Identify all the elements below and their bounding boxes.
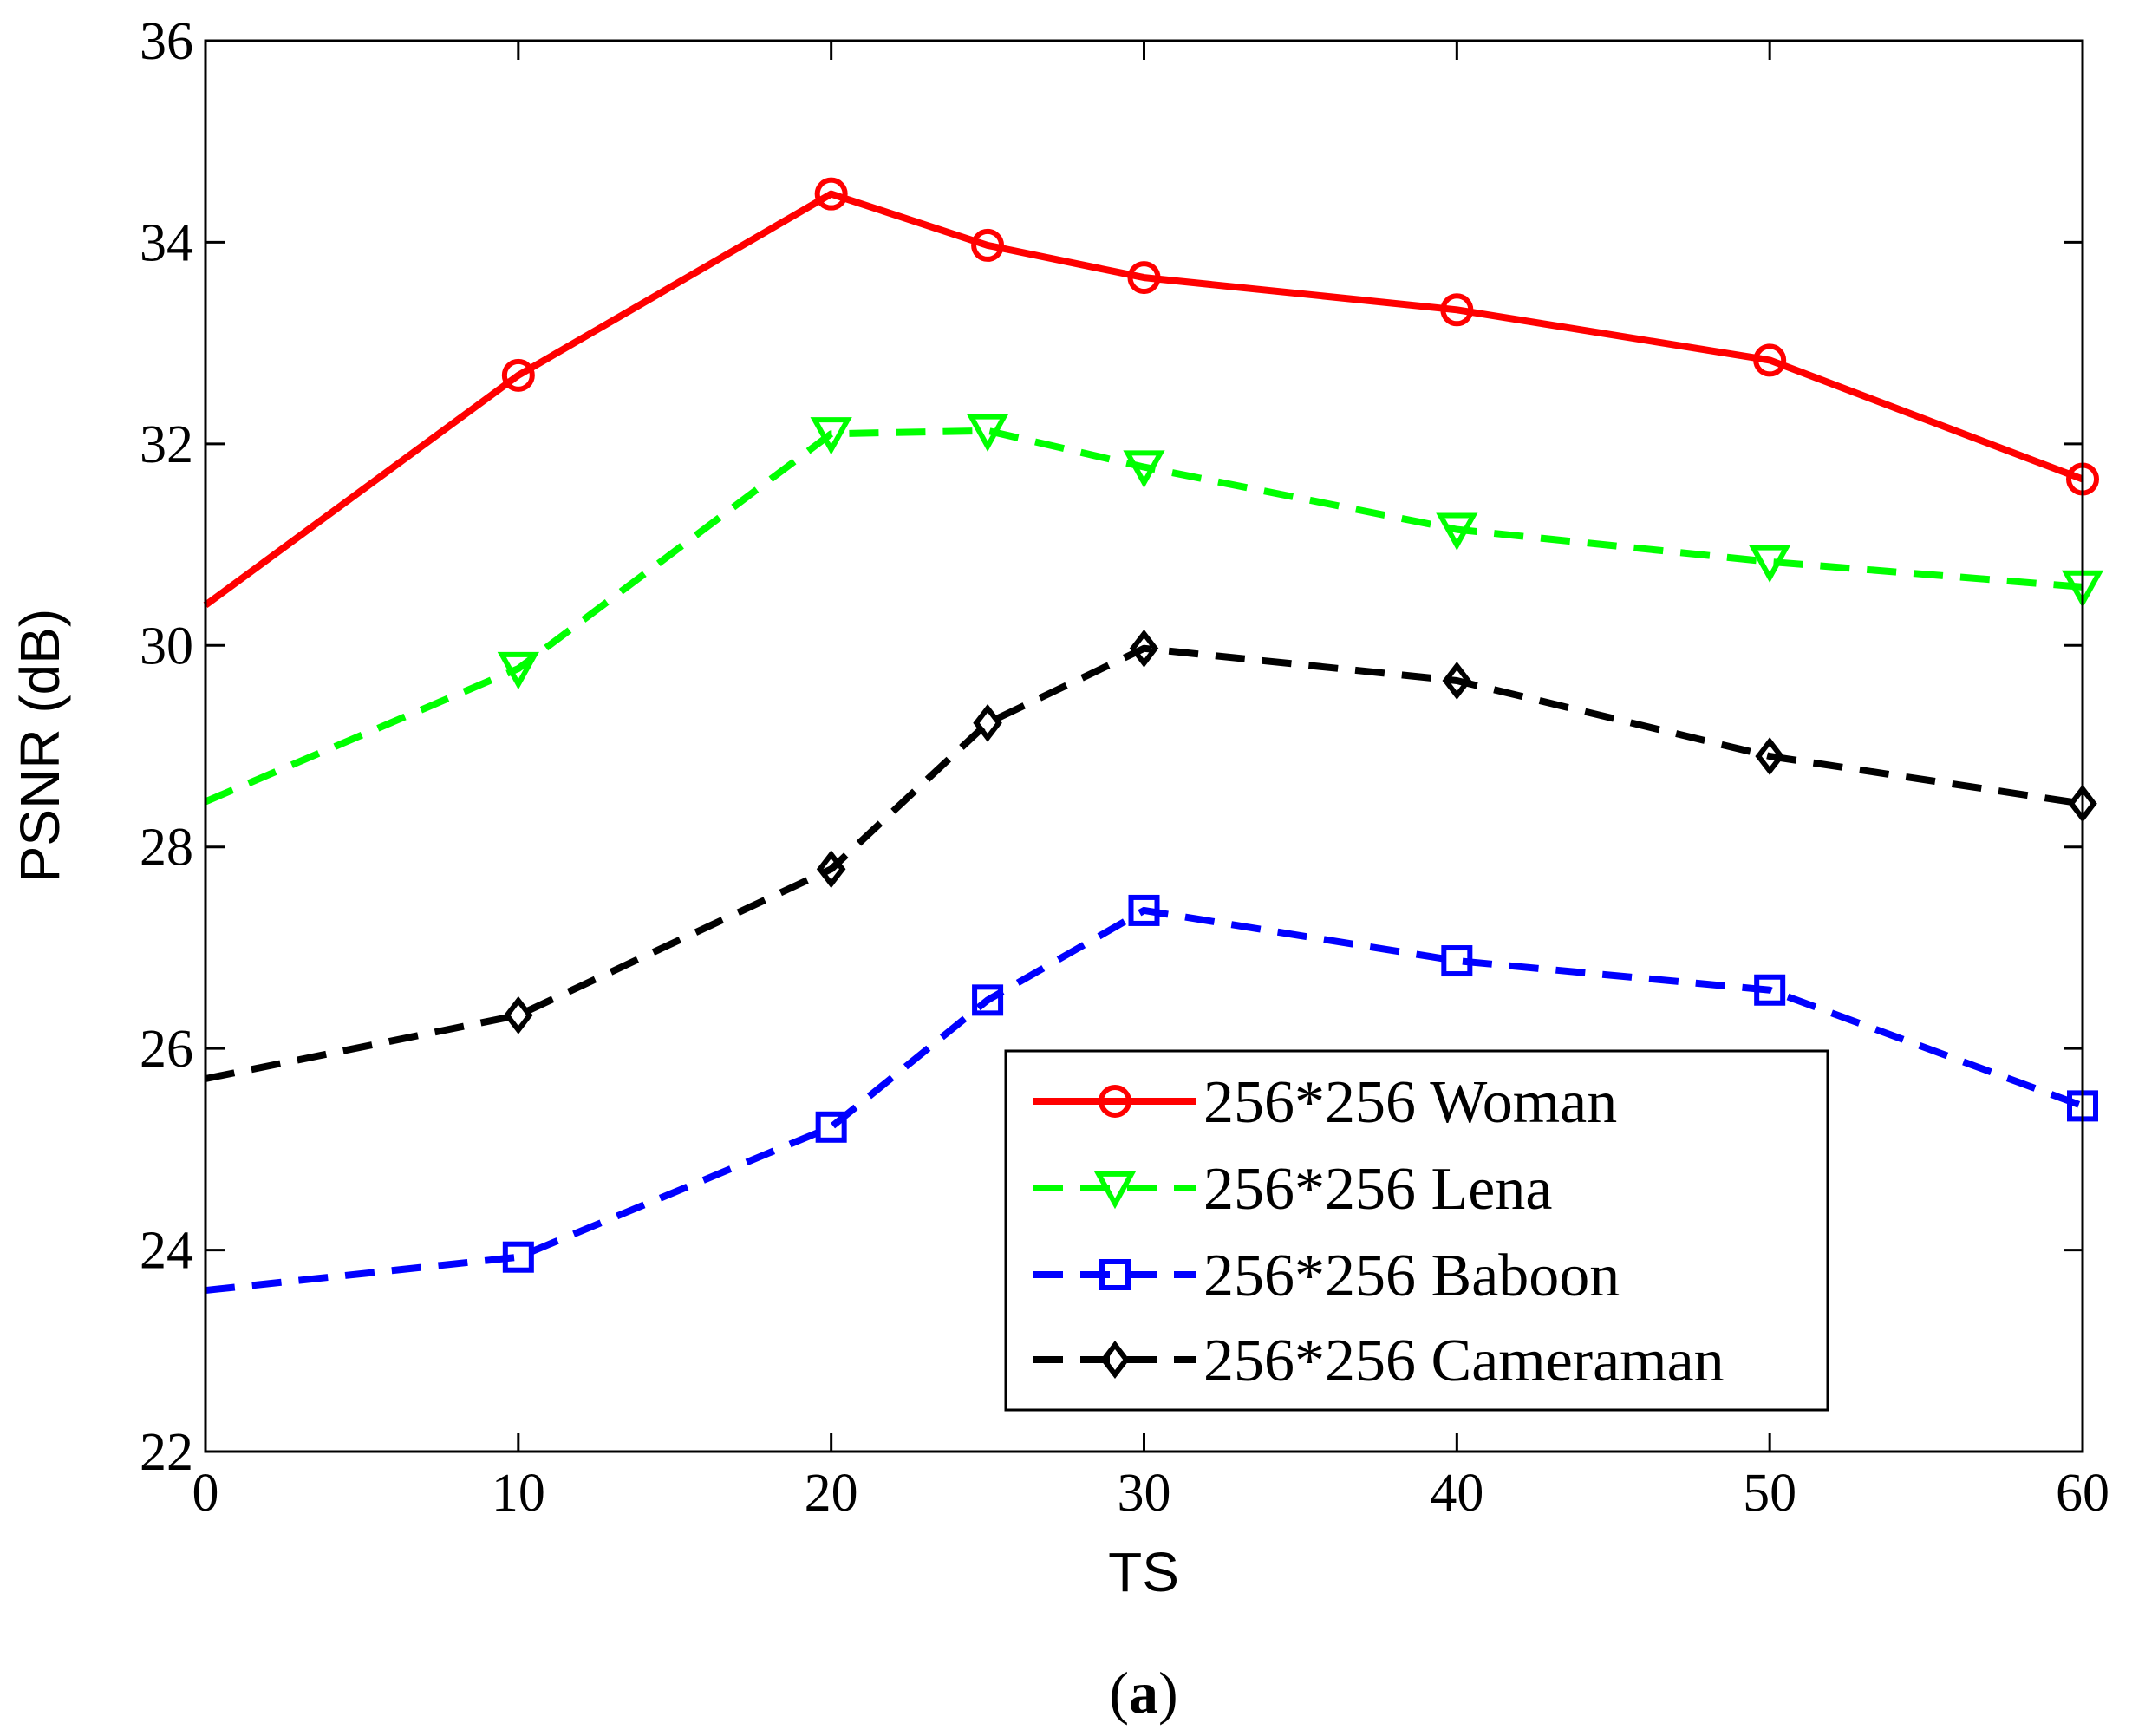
y-tick-label: 30: [140, 617, 193, 675]
triangle-marker: [966, 414, 1009, 452]
circle-marker: [1127, 261, 1161, 295]
square-marker: [1099, 1259, 1131, 1290]
legend-label-woman: 256*256 Woman: [1203, 1069, 1617, 1136]
circle-marker: [501, 358, 535, 392]
y-tick-label: 36: [140, 12, 193, 71]
x-tick-label: 50: [1743, 1464, 1796, 1523]
diamond-marker: [1129, 629, 1159, 668]
circle-marker: [1099, 1085, 1131, 1118]
diamond-marker: [504, 995, 533, 1034]
diamond-marker: [1442, 662, 1472, 700]
x-tick-label: 60: [2056, 1464, 2109, 1523]
square-marker: [502, 1241, 534, 1273]
triangle-marker: [1749, 545, 1791, 584]
square-marker: [972, 984, 1004, 1016]
triangle-marker: [1436, 512, 1478, 551]
circle-marker: [1440, 293, 1474, 327]
series-line-woman: [203, 190, 2084, 609]
series-line-cameraman: [205, 644, 2083, 1082]
square-marker: [1754, 974, 1786, 1006]
circle-marker: [814, 177, 848, 211]
x-tick-label: 40: [1430, 1464, 1483, 1523]
square-marker: [1128, 894, 1160, 926]
y-tick-label: 32: [140, 415, 193, 474]
y-tick-label: 26: [140, 1020, 193, 1079]
y-tick-label: 34: [140, 213, 193, 272]
series-line-baboon: [205, 906, 2084, 1295]
triangle-marker: [1123, 450, 1165, 488]
circle-marker: [971, 228, 1005, 262]
circle-marker: [1753, 343, 1787, 377]
diamond-marker: [816, 850, 846, 889]
legend-label-lena: 256*256 Lena: [1203, 1156, 1552, 1223]
square-marker: [815, 1111, 847, 1143]
legend-box: [1004, 1049, 1829, 1412]
caption-close-paren: ): [1158, 1660, 1178, 1726]
series-cameraman: [205, 629, 2097, 1082]
diamond-marker: [1755, 737, 1784, 776]
series-woman: [203, 177, 2099, 609]
y-axis-title: PSNR (dB): [9, 609, 71, 884]
y-tick-label: 24: [140, 1222, 193, 1281]
x-tick-label: 30: [1118, 1464, 1171, 1523]
legend-label-baboon: 256*256 Baboon: [1203, 1243, 1620, 1309]
caption-letter: a: [1129, 1660, 1158, 1726]
triangle-marker: [1093, 1171, 1137, 1210]
triangle-marker: [497, 651, 539, 690]
x-tick-label: 10: [492, 1464, 545, 1523]
y-tick-label: 28: [140, 819, 193, 878]
square-marker: [1441, 945, 1473, 977]
plot-frame: [204, 39, 2084, 1453]
triangle-marker: [810, 417, 852, 455]
diamond-marker: [1100, 1341, 1130, 1379]
x-tick-label: 0: [192, 1464, 219, 1523]
tick-labels: 0 10 20 30 40 50 60 22 24 26 28 30 32 34 36: [140, 12, 2109, 1523]
caption-open-paren: (: [1109, 1660, 1129, 1726]
figure-caption: (a): [1109, 1660, 1177, 1726]
diamond-marker: [973, 703, 1002, 742]
y-tick-label: 22: [140, 1423, 193, 1482]
x-tick-label: 20: [805, 1464, 858, 1523]
x-axis-title: TS: [1108, 1541, 1179, 1603]
legend-label-cameraman: 256*256 Cameraman: [1203, 1328, 1725, 1394]
legend: 256*256 Woman 256*256 Lena 256*256 Baboon 2…: [1004, 1049, 1829, 1412]
